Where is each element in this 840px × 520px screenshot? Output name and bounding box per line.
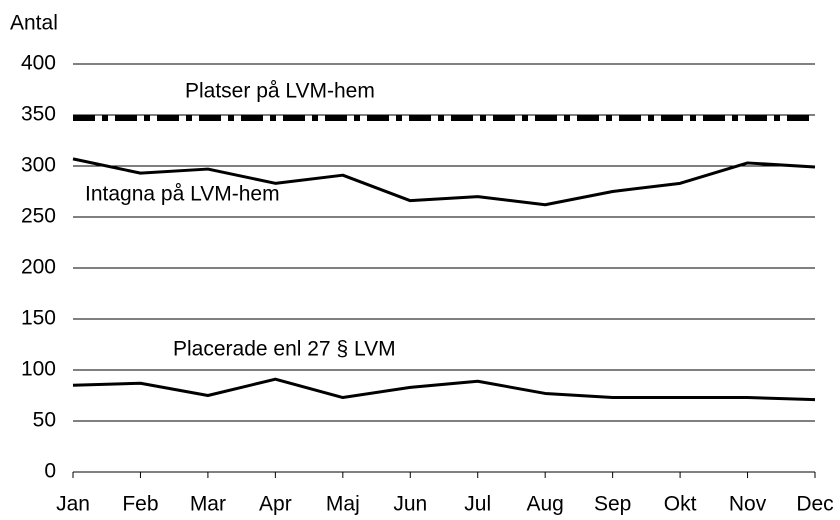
- y-axis-label: Antal: [10, 12, 58, 35]
- y-tick-label: 100: [21, 358, 56, 381]
- x-tick-label: Dec: [796, 493, 833, 516]
- series-line: [72, 377, 816, 402]
- series-label: Platser på LVM-hem: [185, 80, 375, 103]
- y-tick-label: 50: [33, 409, 56, 432]
- x-tick-label: Jul: [464, 493, 491, 516]
- series-label: Intagna på LVM-hem: [85, 183, 280, 206]
- x-tick-label: Okt: [664, 493, 697, 516]
- y-tick-label: 150: [21, 307, 56, 330]
- x-tick-label: Sep: [594, 493, 631, 516]
- x-tick-label: Nov: [729, 493, 767, 516]
- x-tick-label: Jan: [56, 493, 90, 516]
- y-tick-label: 350: [21, 103, 56, 126]
- series-label: Placerade enl 27 § LVM: [173, 338, 396, 361]
- y-tick-label: 200: [21, 256, 56, 279]
- y-tick-label: 300: [21, 154, 56, 177]
- x-tick-label: Jun: [393, 493, 427, 516]
- y-tick-label: 400: [21, 52, 56, 75]
- x-tick-label: Mar: [190, 493, 226, 516]
- x-tick-label: Aug: [526, 493, 563, 516]
- x-tick-label: Feb: [122, 493, 158, 516]
- x-tick-label: Apr: [259, 493, 292, 516]
- x-tick-label: Maj: [326, 493, 360, 516]
- series-line: [72, 157, 816, 207]
- y-tick-label: 250: [21, 205, 56, 228]
- y-tick-label: 0: [44, 460, 56, 483]
